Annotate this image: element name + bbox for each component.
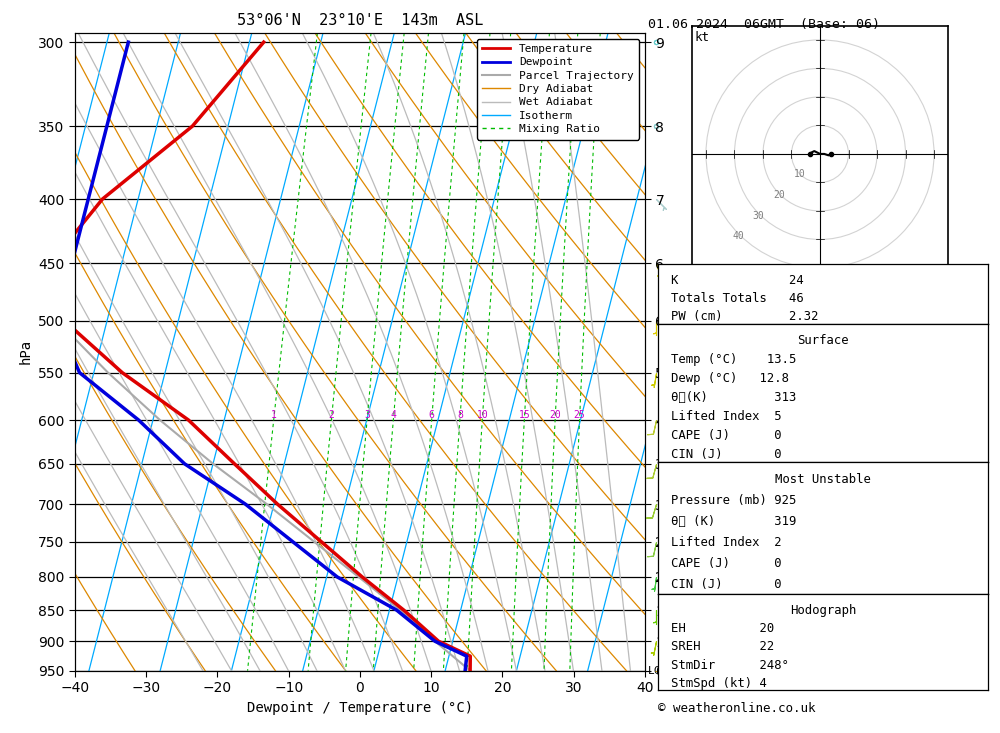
Title: 53°06'N  23°10'E  143m  ASL: 53°06'N 23°10'E 143m ASL <box>237 12 483 28</box>
Text: 4: 4 <box>390 410 396 420</box>
Text: 10: 10 <box>476 410 488 420</box>
Text: Temp (°C)    13.5: Temp (°C) 13.5 <box>671 353 797 366</box>
Text: kt: kt <box>695 32 710 45</box>
Text: 20: 20 <box>773 190 785 200</box>
X-axis label: Dewpoint / Temperature (°C): Dewpoint / Temperature (°C) <box>247 701 473 715</box>
Text: 15: 15 <box>518 410 530 420</box>
Text: StmDir      248°: StmDir 248° <box>671 658 789 671</box>
Text: CAPE (J)      0: CAPE (J) 0 <box>671 557 782 570</box>
Text: CIN (J)       0: CIN (J) 0 <box>671 448 782 460</box>
Text: 6: 6 <box>429 410 435 420</box>
Y-axis label: km
ASL: km ASL <box>670 339 700 364</box>
Text: EH          20: EH 20 <box>671 622 774 635</box>
Text: Hodograph: Hodograph <box>790 604 856 616</box>
Text: 40: 40 <box>732 231 744 241</box>
Text: 1: 1 <box>271 410 277 420</box>
Text: LCL: LCL <box>648 666 668 676</box>
Text: © weatheronline.co.uk: © weatheronline.co.uk <box>658 701 816 715</box>
Text: Lifted Index  5: Lifted Index 5 <box>671 410 782 423</box>
Text: 3: 3 <box>364 410 370 420</box>
Text: 2: 2 <box>328 410 334 420</box>
Text: Most Unstable: Most Unstable <box>775 474 871 486</box>
Text: 20: 20 <box>549 410 561 420</box>
Text: Dewp (°C)   12.8: Dewp (°C) 12.8 <box>671 372 789 385</box>
Text: Pressure (mb) 925: Pressure (mb) 925 <box>671 494 797 507</box>
Text: K               24: K 24 <box>671 274 804 287</box>
Text: 30: 30 <box>753 210 764 221</box>
Text: CAPE (J)      0: CAPE (J) 0 <box>671 429 782 442</box>
Text: SREH        22: SREH 22 <box>671 641 774 653</box>
Text: 25: 25 <box>574 410 585 420</box>
Text: Surface: Surface <box>797 334 849 347</box>
Text: Totals Totals   46: Totals Totals 46 <box>671 292 804 305</box>
Text: 01.06.2024  06GMT  (Base: 06): 01.06.2024 06GMT (Base: 06) <box>648 18 880 32</box>
Text: θᴇ(K)         313: θᴇ(K) 313 <box>671 391 797 404</box>
Text: StmSpd (kt) 4: StmSpd (kt) 4 <box>671 677 767 690</box>
Text: CIN (J)       0: CIN (J) 0 <box>671 578 782 591</box>
Text: θᴇ (K)        319: θᴇ (K) 319 <box>671 515 797 528</box>
Text: 8: 8 <box>457 410 463 420</box>
Text: Lifted Index  2: Lifted Index 2 <box>671 536 782 549</box>
Legend: Temperature, Dewpoint, Parcel Trajectory, Dry Adiabat, Wet Adiabat, Isotherm, Mi: Temperature, Dewpoint, Parcel Trajectory… <box>477 39 639 140</box>
Text: 10: 10 <box>794 169 805 180</box>
Y-axis label: hPa: hPa <box>19 339 33 364</box>
Text: PW (cm)         2.32: PW (cm) 2.32 <box>671 310 819 323</box>
